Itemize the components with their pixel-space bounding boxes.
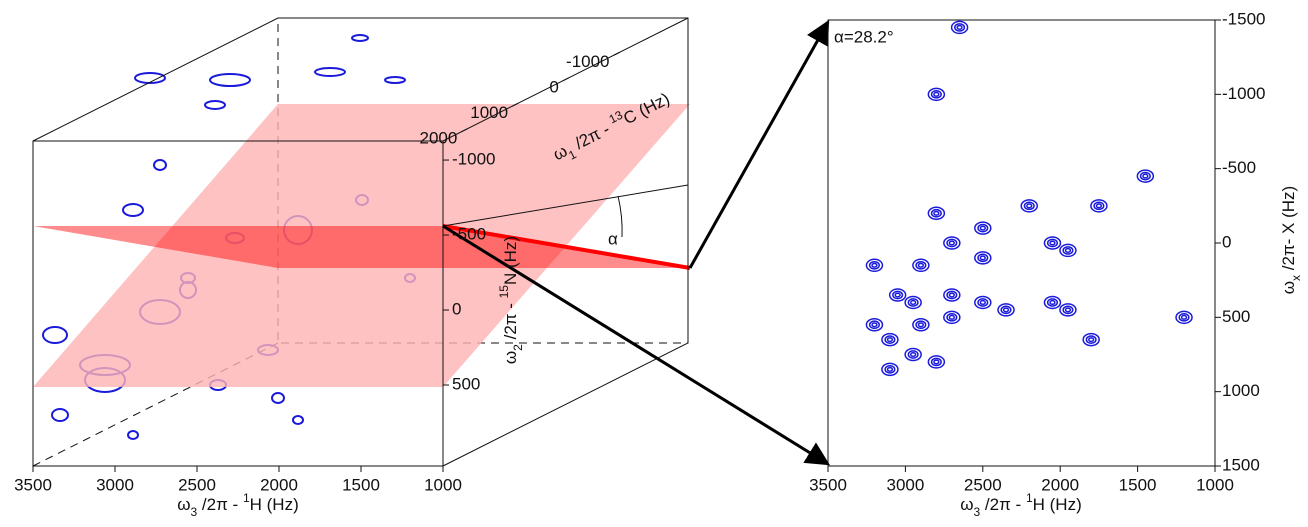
angle-label: α <box>608 229 618 248</box>
z-tick <box>614 52 620 55</box>
peak <box>872 323 877 327</box>
peak <box>934 211 939 215</box>
peak <box>1182 316 1187 320</box>
label-part: /2π - <box>197 495 243 514</box>
peak <box>980 256 985 260</box>
label-part: /2π - <box>501 298 520 344</box>
angle-arc <box>618 196 622 237</box>
peak <box>980 226 985 230</box>
y-tick-label: -1000 <box>452 150 495 169</box>
peak <box>957 26 962 30</box>
z-tick-label: -1000 <box>566 52 609 71</box>
figure: α350030002500200015001000-1000-5000500-1… <box>0 0 1308 522</box>
x-tick-label: 1000 <box>424 475 462 494</box>
peak <box>1066 249 1071 253</box>
x-tick-label: 1500 <box>1119 475 1157 494</box>
label-part: ω <box>501 351 520 364</box>
x-tick-label: 3500 <box>809 475 847 494</box>
label-part: ω <box>1279 281 1298 294</box>
peak <box>934 93 939 97</box>
x-tick-label: 3500 <box>14 475 52 494</box>
label-part: /2π- X (Hz) <box>1279 186 1298 275</box>
peak <box>911 301 916 305</box>
label-part: 15 <box>497 285 511 299</box>
peak <box>949 293 954 297</box>
peak <box>1050 301 1055 305</box>
plot-frame <box>828 20 1215 466</box>
y-tick-label: -500 <box>1222 158 1256 177</box>
axis-label: ω3 /2π - 1H (Hz) <box>960 491 1082 519</box>
x-tick-label: 3000 <box>96 475 134 494</box>
peak <box>1143 174 1148 178</box>
label-part: ω <box>960 495 973 514</box>
peak <box>872 264 877 268</box>
peak <box>949 241 954 245</box>
x-tick-label: 3000 <box>886 475 924 494</box>
y-tick-label: -1000 <box>1222 84 1265 103</box>
peak <box>1050 241 1055 245</box>
y-tick-label: 1000 <box>1222 381 1260 400</box>
axis-label: ω3 /2π - 1H (Hz) <box>177 491 299 519</box>
y-tick-label: 500 <box>452 374 480 393</box>
z-tick-label: 2000 <box>420 128 458 147</box>
x-tick-label: 2500 <box>178 475 216 494</box>
peak <box>1027 204 1032 208</box>
x-tick-label: 2500 <box>964 475 1002 494</box>
annotation: α=28.2° <box>834 27 894 46</box>
peak <box>1097 204 1102 208</box>
peak <box>911 353 916 357</box>
y-tick-label: 1500 <box>1222 455 1260 474</box>
label-part: H (Hz) <box>250 495 299 514</box>
peak <box>918 264 923 268</box>
peak <box>1004 308 1009 312</box>
y-tick-label: 500 <box>1222 307 1250 326</box>
peak <box>895 293 900 297</box>
y-tick-label: 0 <box>452 300 461 319</box>
label-part: H (Hz) <box>1033 495 1082 514</box>
peak <box>888 338 893 342</box>
label-part: /2π - <box>980 495 1026 514</box>
z-tick-label: 1000 <box>470 103 508 122</box>
peak <box>888 368 893 372</box>
x-tick-label: 1500 <box>342 475 380 494</box>
z-tick-label: 0 <box>549 77 558 96</box>
z-tick <box>563 78 569 81</box>
y-tick-label: 0 <box>1222 232 1231 251</box>
y-tick-label: -500 <box>452 225 486 244</box>
x-tick-label: 2000 <box>260 475 298 494</box>
x-tick-label: 1000 <box>1196 475 1234 494</box>
peak <box>918 323 923 327</box>
peak <box>1089 338 1094 342</box>
y-tick-label: -1500 <box>1222 9 1265 28</box>
axis-label: ωx /2π- X (Hz) <box>1279 186 1303 294</box>
peak <box>1066 308 1071 312</box>
label-part: N (Hz) <box>501 236 520 285</box>
label-part: ω <box>177 495 190 514</box>
x-tick-label: 2000 <box>1041 475 1079 494</box>
peak <box>949 316 954 320</box>
slice-plane <box>33 226 690 268</box>
arrow <box>690 22 828 268</box>
peak <box>980 301 985 305</box>
peak <box>934 360 939 364</box>
